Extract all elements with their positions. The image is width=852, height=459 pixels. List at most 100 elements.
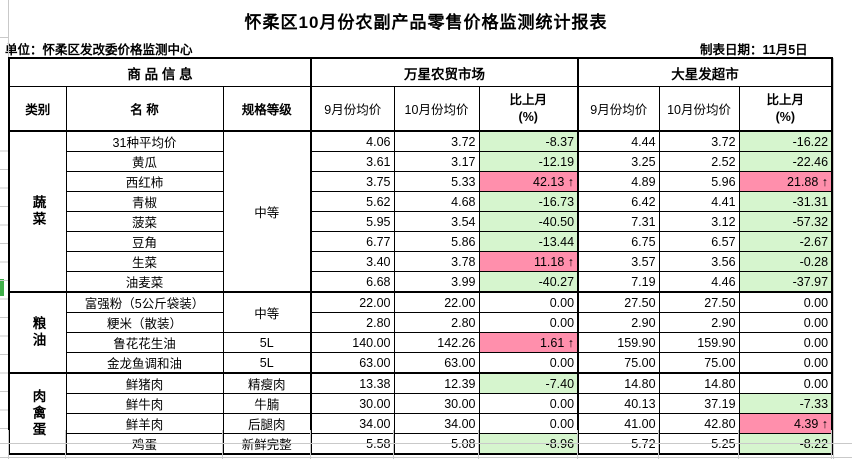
price-cell[interactable]: 159.90 [658, 332, 740, 353]
price-cell[interactable]: 27.50 [658, 291, 740, 313]
category-cell-vegetables[interactable]: 蔬菜 [8, 130, 67, 293]
category-cell-meat-poultry-egg[interactable]: 肉禽蛋 [8, 372, 67, 455]
mom-change-cell[interactable]: -8.37 [478, 130, 579, 152]
header-m1-oct-avg[interactable]: 10月份均价 [393, 86, 480, 132]
header-name[interactable]: 名 称 [65, 86, 224, 132]
header-m2-oct-avg[interactable]: 10月份均价 [658, 86, 740, 132]
price-cell[interactable]: 6.77 [310, 231, 395, 252]
product-name-cell[interactable]: 青椒 [65, 191, 224, 212]
price-cell[interactable]: 6.57 [658, 231, 740, 252]
price-cell[interactable]: 6.68 [310, 271, 395, 293]
price-cell[interactable]: 75.00 [577, 352, 660, 374]
price-cell[interactable]: 5.86 [393, 231, 480, 252]
spec-cell[interactable]: 牛腩 [222, 393, 312, 414]
mom-change-cell[interactable]: -7.33 [738, 393, 833, 414]
spec-cell[interactable]: 5L [222, 332, 312, 353]
mom-change-cell[interactable]: 0.00 [738, 352, 833, 374]
price-cell[interactable]: 3.72 [393, 130, 480, 152]
header-category[interactable]: 类别 [8, 86, 67, 132]
mom-change-cell[interactable]: 0.00 [478, 352, 579, 374]
price-cell[interactable]: 4.89 [577, 171, 660, 192]
product-name-cell[interactable]: 富强粉（5公斤袋装） [65, 291, 224, 313]
header-m1-mom[interactable]: 比上月 (%) [478, 86, 579, 132]
price-cell[interactable]: 14.80 [658, 372, 740, 394]
price-cell[interactable]: 3.54 [393, 211, 480, 232]
price-cell[interactable]: 3.75 [310, 171, 395, 192]
price-cell[interactable]: 3.17 [393, 151, 480, 172]
price-cell[interactable]: 3.12 [658, 211, 740, 232]
mom-change-cell[interactable]: -2.67 [738, 231, 833, 252]
mom-change-cell[interactable]: -31.31 [738, 191, 833, 212]
price-cell[interactable]: 5.96 [658, 171, 740, 192]
header-product-info[interactable]: 商 品 信 息 [8, 57, 312, 87]
price-cell[interactable]: 34.00 [393, 413, 480, 434]
price-cell[interactable]: 2.52 [658, 151, 740, 172]
product-name-cell[interactable]: 鲜猪肉 [65, 372, 224, 394]
price-cell[interactable]: 34.00 [310, 413, 395, 434]
mom-change-cell[interactable]: -13.44 [478, 231, 579, 252]
price-cell[interactable]: 142.26 [393, 332, 480, 353]
mom-change-cell[interactable]: 0.00 [738, 332, 833, 353]
spec-cell[interactable]: 中等 [222, 291, 312, 333]
spec-cell[interactable]: 中等 [222, 130, 312, 293]
price-cell[interactable]: 3.72 [658, 130, 740, 152]
price-cell[interactable]: 2.90 [658, 312, 740, 333]
spec-cell[interactable]: 5L [222, 352, 312, 374]
price-cell[interactable]: 42.80 [658, 413, 740, 434]
price-cell[interactable]: 140.00 [310, 332, 395, 353]
mom-change-cell[interactable]: -22.46 [738, 151, 833, 172]
price-cell[interactable]: 3.78 [393, 251, 480, 272]
header-m1-sep-avg[interactable]: 9月份均价 [310, 86, 395, 132]
mom-change-cell[interactable]: 21.88 ↑ [738, 171, 833, 192]
product-name-cell[interactable]: 31种平均价 [65, 130, 224, 152]
price-cell[interactable]: 3.56 [658, 251, 740, 272]
mom-change-cell[interactable]: 0.00 [738, 372, 833, 394]
mom-change-cell[interactable]: -37.97 [738, 271, 833, 293]
mom-change-cell[interactable]: 0.00 [478, 393, 579, 414]
mom-change-cell[interactable]: 42.13 ↑ [478, 171, 579, 192]
header-m2-sep-avg[interactable]: 9月份均价 [577, 86, 660, 132]
mom-change-cell[interactable]: 1.61 ↑ [478, 332, 579, 353]
price-cell[interactable]: 2.80 [310, 312, 395, 333]
mom-change-cell[interactable]: 0.00 [478, 312, 579, 333]
mom-change-cell[interactable]: -40.27 [478, 271, 579, 293]
product-name-cell[interactable]: 金龙鱼调和油 [65, 352, 224, 374]
price-cell[interactable]: 2.80 [393, 312, 480, 333]
price-cell[interactable]: 75.00 [658, 352, 740, 374]
mom-change-cell[interactable]: -16.22 [738, 130, 833, 152]
price-cell[interactable]: 6.42 [577, 191, 660, 212]
mom-change-cell[interactable]: 11.18 ↑ [478, 251, 579, 272]
price-cell[interactable]: 3.99 [393, 271, 480, 293]
product-name-cell[interactable]: 黄瓜 [65, 151, 224, 172]
header-market-wanxing[interactable]: 万星农贸市场 [309, 57, 579, 87]
price-cell[interactable]: 6.75 [577, 231, 660, 252]
header-m2-mom[interactable]: 比上月 (%) [738, 86, 833, 132]
price-cell[interactable]: 5.95 [310, 211, 395, 232]
price-cell[interactable]: 30.00 [393, 393, 480, 414]
price-cell[interactable]: 3.61 [310, 151, 395, 172]
price-cell[interactable]: 7.31 [577, 211, 660, 232]
mom-change-cell[interactable]: 0.00 [738, 312, 833, 333]
price-cell[interactable]: 3.25 [577, 151, 660, 172]
price-cell[interactable]: 5.33 [393, 171, 480, 192]
category-cell-grain-oil[interactable]: 粮油 [8, 291, 67, 374]
price-cell[interactable]: 14.80 [577, 372, 660, 394]
product-name-cell[interactable]: 豆角 [65, 231, 224, 252]
mom-change-cell[interactable]: -16.73 [478, 191, 579, 212]
price-cell[interactable]: 4.44 [577, 130, 660, 152]
price-cell[interactable]: 4.41 [658, 191, 740, 212]
mom-change-cell[interactable]: -57.32 [738, 211, 833, 232]
product-name-cell[interactable]: 粳米（散装） [65, 312, 224, 333]
price-cell[interactable]: 4.68 [393, 191, 480, 212]
price-cell[interactable]: 3.57 [577, 251, 660, 272]
price-cell[interactable]: 63.00 [393, 352, 480, 374]
price-cell[interactable]: 37.19 [658, 393, 740, 414]
price-cell[interactable]: 3.40 [310, 251, 395, 272]
price-cell[interactable]: 12.39 [393, 372, 480, 394]
product-name-cell[interactable]: 鲜羊肉 [65, 413, 224, 434]
price-cell[interactable]: 4.06 [310, 130, 395, 152]
mom-change-cell[interactable]: -7.40 [478, 372, 579, 394]
price-cell[interactable]: 13.38 [310, 372, 395, 394]
product-name-cell[interactable]: 鲁花花生油 [65, 332, 224, 353]
product-name-cell[interactable]: 生菜 [65, 251, 224, 272]
